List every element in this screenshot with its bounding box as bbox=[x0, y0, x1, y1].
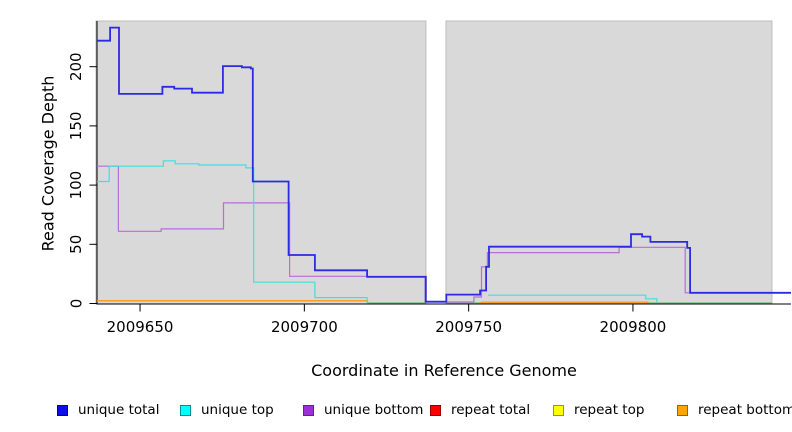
x-tick-label: 2009750 bbox=[435, 318, 502, 336]
legend-swatch-icon bbox=[430, 404, 441, 416]
legend-swatch-icon bbox=[553, 404, 564, 416]
coverage-region-2 bbox=[445, 20, 773, 305]
legend-item-unique-top: unique top bbox=[180, 402, 274, 418]
y-tick-label: 200 bbox=[67, 52, 85, 81]
legend-item-unique-bottom: unique bottom bbox=[303, 402, 423, 418]
y-tick-label: 0 bbox=[67, 299, 85, 309]
y-tick-label: 150 bbox=[67, 112, 85, 141]
legend-swatch-icon bbox=[57, 404, 68, 416]
x-tick-label: 2009700 bbox=[271, 318, 338, 336]
legend-label: unique bottom bbox=[324, 402, 424, 418]
series-line-unique-top-1 bbox=[97, 160, 368, 303]
chart-legend: unique total unique top unique bottom repea… bbox=[0, 400, 792, 424]
x-axis-title: Coordinate in Reference Genome bbox=[311, 361, 577, 380]
legend-item-repeat-top: repeat top bbox=[553, 402, 644, 418]
legend-item-repeat-total: repeat total bbox=[430, 402, 530, 418]
legend-swatch-icon bbox=[180, 404, 191, 416]
x-tick-label: 2009650 bbox=[107, 318, 174, 336]
series-line-unique-total bbox=[97, 26, 791, 303]
y-tick-label: 100 bbox=[67, 171, 85, 200]
legend-swatch-icon bbox=[303, 404, 314, 416]
legend-item-unique-total: unique total bbox=[57, 402, 159, 418]
legend-label: repeat top bbox=[574, 402, 645, 418]
y-axis-title: Read Coverage Depth bbox=[38, 75, 58, 252]
x-tick-label: 2009800 bbox=[600, 318, 667, 336]
legend-label: unique total bbox=[78, 402, 160, 418]
legend-label: unique top bbox=[201, 402, 274, 418]
series-line-unique-top-2 bbox=[488, 294, 658, 303]
legend-label: repeat total bbox=[451, 402, 531, 418]
legend-item-repeat-bottom: repeat bottom bbox=[677, 402, 792, 418]
y-tick-label: 50 bbox=[67, 235, 85, 254]
legend-swatch-icon bbox=[677, 404, 688, 416]
series-line-unique-bottom bbox=[97, 165, 791, 303]
legend-label: repeat bottom bbox=[698, 402, 792, 418]
coverage-region-1 bbox=[95, 20, 427, 305]
